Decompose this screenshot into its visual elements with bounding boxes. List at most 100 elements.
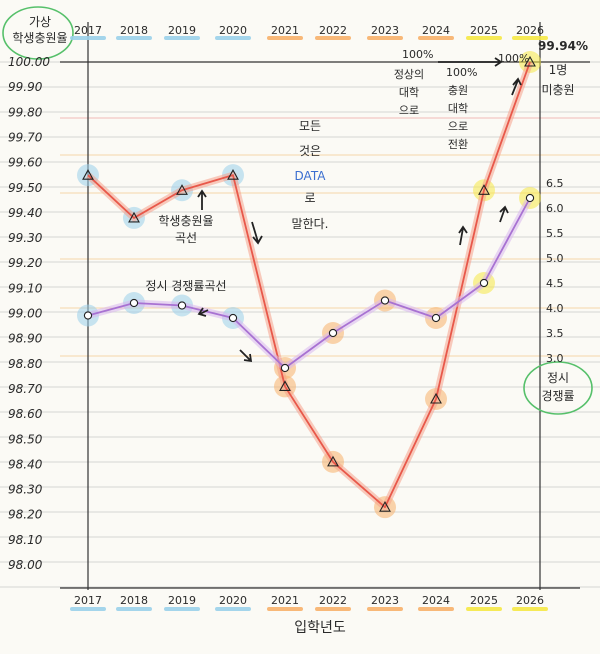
left-tick-label: 100.00 xyxy=(8,55,50,69)
fill-rate-line xyxy=(87,61,531,509)
year-underline xyxy=(116,36,152,40)
competition-point xyxy=(431,313,441,323)
left-tick-label: 99.00 xyxy=(8,307,43,321)
left-arrow-icon xyxy=(197,307,209,317)
note-2023-line2: 대학 xyxy=(399,86,419,99)
year-underline xyxy=(267,36,303,40)
year-underline xyxy=(367,36,403,40)
left-tick-label: 99.30 xyxy=(8,231,43,245)
one-person-line1: 1명 xyxy=(549,63,568,77)
top-year-label: 2019 xyxy=(168,24,196,37)
year-underline xyxy=(512,36,548,40)
fill-rate-point xyxy=(128,211,140,223)
x-axis-label: 입학년도 xyxy=(294,620,346,636)
left-tick-label: 98.90 xyxy=(8,332,43,346)
competition-point xyxy=(328,328,338,338)
fill-rate-point xyxy=(82,169,94,180)
left-tick-label: 98.80 xyxy=(8,357,43,371)
data-says-line4: 로 xyxy=(304,191,315,205)
comp-curve-label: 정시 경쟁률곡선 xyxy=(145,279,226,293)
note-2024-line4: 전환 xyxy=(448,138,468,151)
year-underline xyxy=(315,607,351,611)
left-tick-label: 99.70 xyxy=(8,130,43,144)
year-underline xyxy=(418,36,454,40)
top-year-label: 2026 xyxy=(516,24,544,37)
data-says-line1: 모든 xyxy=(299,119,321,133)
corner-label-circle xyxy=(2,6,74,60)
bottom-year-label: 2023 xyxy=(371,594,399,607)
right-arrow-icon xyxy=(438,57,503,67)
year-underline xyxy=(215,607,251,611)
left-tick-label: 99.20 xyxy=(8,256,43,270)
bottom-year-labels: 2017 2018 2019 2020 2021 2022 2023 2024 2025 2026 xyxy=(70,594,548,611)
competition-point xyxy=(83,311,93,320)
year-underline xyxy=(70,607,106,611)
fill-rate-point xyxy=(327,455,339,467)
bottom-year-label: 2019 xyxy=(168,594,196,607)
fill-rate-point xyxy=(176,184,188,195)
right-axis-label-line2: 경쟁률 xyxy=(541,389,574,403)
right-label-circle xyxy=(523,361,593,415)
right-tick-label: 5.0 xyxy=(546,252,564,265)
one-person-line2: 미충원 xyxy=(541,83,574,97)
note-2023-line1: 정상의 xyxy=(394,68,424,81)
right-tick-label: 6.0 xyxy=(546,202,564,215)
left-tick-label: 98.10 xyxy=(8,533,43,547)
pct-100-label-c: 100% xyxy=(446,66,477,79)
left-tick-label: 99.50 xyxy=(8,181,43,195)
year-underline xyxy=(116,607,152,611)
bottom-year-label: 2018 xyxy=(120,594,148,607)
year-underline xyxy=(512,607,548,611)
bottom-year-label: 2026 xyxy=(516,594,544,607)
right-tick-label: 4.0 xyxy=(546,302,564,315)
note-2024-line1: 충원 xyxy=(448,84,468,97)
left-tick-label: 99.90 xyxy=(8,80,43,94)
fill-curve-label-line1: 학생충원율 xyxy=(158,214,213,228)
bottom-year-label: 2020 xyxy=(219,594,247,607)
right-axis-ticks: 6.5 6.0 5.5 5.0 4.5 4.0 3.5 3.0 xyxy=(546,177,564,365)
left-tick-label: 98.00 xyxy=(8,558,43,572)
top-year-label: 2021 xyxy=(271,24,299,37)
fill-rate-point xyxy=(279,380,291,391)
pct-100-label-b: 100% xyxy=(498,52,529,65)
year-underline xyxy=(466,607,502,611)
year-underline xyxy=(315,36,351,40)
note-2024-line3: 으로 xyxy=(448,120,468,133)
year-underline xyxy=(164,607,200,611)
right-tick-label: 3.0 xyxy=(546,352,564,365)
right-axis-label-line1: 정시 xyxy=(547,371,569,385)
top-year-label: 2017 xyxy=(74,24,102,37)
top-year-label: 2022 xyxy=(319,24,347,37)
year-underline xyxy=(267,607,303,611)
up-arrow-icon xyxy=(197,189,207,210)
fill-rate-point xyxy=(524,55,536,67)
competition-point xyxy=(228,313,238,323)
left-axis-ticks: 100.00 99.90 99.80 99.70 99.60 99.50 99.40 99.3… xyxy=(8,55,50,572)
left-tick-label: 98.40 xyxy=(8,457,43,471)
top-year-label: 2020 xyxy=(219,24,247,37)
competition-point xyxy=(280,363,290,373)
corner-label-line2: 학생충원율 xyxy=(12,31,67,45)
fill-rate-point xyxy=(430,392,442,404)
right-tick-label: 6.5 xyxy=(546,177,564,190)
left-tick-label: 99.60 xyxy=(8,156,43,170)
right-tick-label: 3.5 xyxy=(546,327,564,340)
year-underline xyxy=(70,36,106,40)
fill-rate-point xyxy=(478,184,490,195)
year-underline xyxy=(367,607,403,611)
competition-point xyxy=(177,301,187,310)
left-tick-label: 98.70 xyxy=(8,382,43,396)
corner-label-line1: 가상 xyxy=(29,15,51,29)
left-tick-label: 98.20 xyxy=(8,508,43,522)
right-tick-label: 5.5 xyxy=(546,227,564,240)
bottom-year-label: 2017 xyxy=(74,594,102,607)
competition-point xyxy=(525,193,535,203)
up-arrow-icon xyxy=(511,77,522,96)
year-underline xyxy=(466,36,502,40)
annotation-arrows xyxy=(197,57,522,363)
top-year-labels: 2017 2018 2019 2020 2021 2022 2023 2024 2025 2026 xyxy=(70,24,548,40)
left-tick-label: 98.50 xyxy=(8,432,43,446)
year-underline xyxy=(418,607,454,611)
annotations: 99.94% 1명 미충원 100% 100% 100% 정상의 대학 으로 충… xyxy=(145,39,588,293)
